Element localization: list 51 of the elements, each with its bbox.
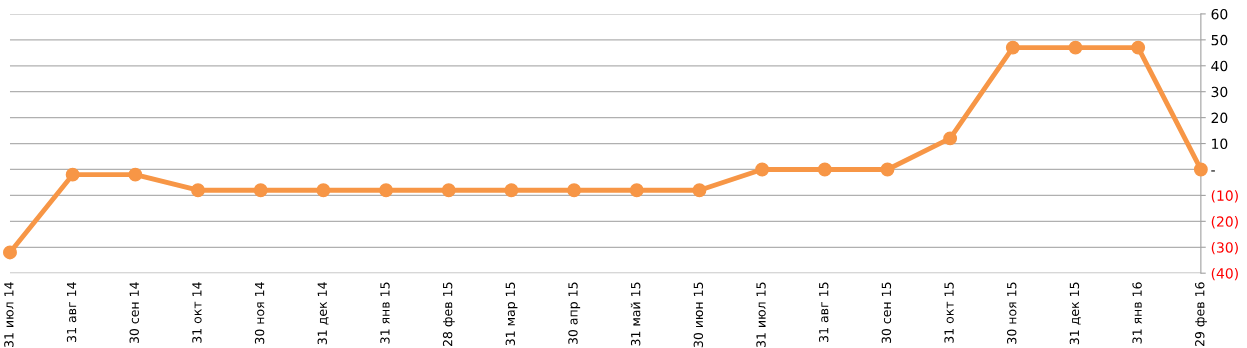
point — [191, 183, 205, 198]
x-tick-label: 31 июл 15 — [756, 282, 766, 347]
point — [755, 162, 770, 177]
x-tick-label: 31 дек 14 — [317, 282, 329, 345]
point — [253, 183, 268, 198]
y-tick-label: 10 — [1212, 138, 1228, 150]
y-tick-label: 30 — [1211, 86, 1228, 98]
point — [692, 183, 707, 198]
y-tick-label: - — [1211, 170, 1215, 172]
x-tick-label: 30 сен 15 — [881, 282, 892, 344]
x-tick-label: 30 июн 15 — [693, 282, 704, 348]
x-tick-label: 31 мар 15 — [505, 282, 518, 346]
x-tick-label: 31 окт 15 — [944, 282, 954, 343]
point — [379, 183, 393, 198]
y-tick-label: 50 — [1211, 34, 1228, 46]
x-tick-label: 31 янв 16 — [1132, 282, 1142, 344]
y-tick-label: (30) — [1211, 241, 1238, 255]
y-tick-label: (40) — [1211, 267, 1238, 281]
point — [943, 131, 958, 146]
point — [1131, 40, 1146, 55]
point — [629, 183, 644, 198]
x-tick-label: 29 фев 16 — [1195, 282, 1207, 347]
x-tick-label: 30 ноя 14 — [254, 282, 265, 344]
x-tick-label: 31 авг 15 — [818, 282, 829, 342]
x-tick-label: 30 сен 14 — [129, 282, 139, 344]
x-tick-label: 31 авг 14 — [66, 282, 77, 342]
x-tick-label: 31 окт 14 — [192, 282, 202, 343]
y-tick-label: 40 — [1211, 60, 1228, 72]
x-tick-label: 30 апр 15 — [568, 282, 581, 345]
point — [128, 167, 143, 182]
point — [880, 162, 895, 177]
y-tick-label: (10) — [1211, 190, 1238, 203]
y-tick-label: (20) — [1211, 216, 1238, 229]
y-tick-label: 20 — [1211, 112, 1228, 124]
y-tick-label: 60 — [1211, 8, 1228, 20]
point — [1068, 40, 1083, 55]
x-tick-label: 31 июл 14 — [4, 282, 14, 347]
point — [316, 183, 331, 198]
x-tick-label: 31 май 15 — [630, 282, 641, 346]
point — [817, 162, 832, 177]
point — [441, 183, 456, 198]
point — [1005, 40, 1020, 55]
x-tick-label: 31 дек 15 — [1069, 282, 1081, 345]
point — [504, 183, 519, 198]
point — [65, 167, 80, 182]
x-tick-label: 28 фев 15 — [442, 282, 455, 347]
x-tick-label: 30 ноя 15 — [1007, 282, 1017, 344]
point — [567, 183, 582, 198]
x-tick-label: 31 янв 15 — [380, 282, 390, 344]
point — [1193, 162, 1208, 177]
point — [3, 245, 17, 260]
